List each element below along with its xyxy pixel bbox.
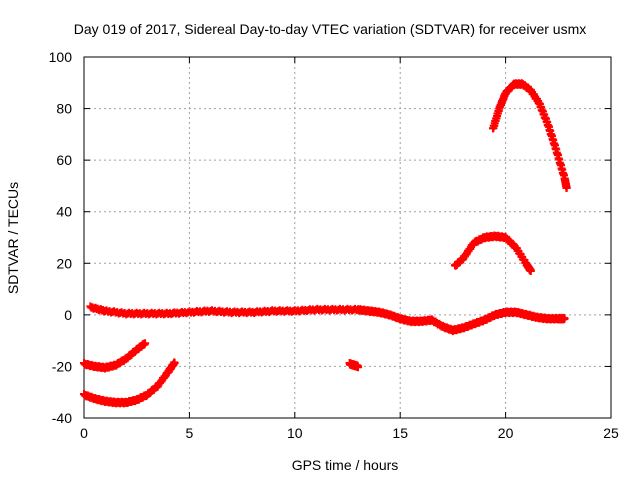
tick-labels: 0 5 10 15 20 25 -40 -20 0 20 40 60 80 100 [49,49,619,441]
y-tick-label: 40 [56,204,72,220]
chart-title: Day 019 of 2017, Sidereal Day-to-day VTE… [74,21,587,37]
y-axis-label: SDTVAR / TECUs [5,182,21,294]
series-arc-short [345,359,363,372]
tick-marks [83,56,612,419]
x-tick-label: 20 [498,425,514,441]
y-tick-label: 80 [56,101,72,117]
series-arc-low-1 [80,339,150,373]
series-arc-high [488,79,571,192]
data-point [141,339,150,348]
x-tick-label: 15 [392,425,408,441]
data-point [170,358,179,367]
y-tick-label: 20 [56,255,72,271]
data-point [560,314,569,323]
series-arc-main [86,302,569,336]
x-tick-label: 5 [186,425,194,441]
x-tick-label: 10 [287,425,303,441]
y-tick-label: 100 [49,49,73,65]
y-tick-label: 60 [56,152,72,168]
series-arc-mid [451,231,535,275]
data-point [354,363,363,372]
data-point [562,183,571,192]
data-point [526,266,535,275]
x-tick-label: 25 [603,425,619,441]
data-marks [80,79,571,408]
x-tick-label: 0 [80,425,88,441]
x-axis-label: GPS time / hours [292,457,399,473]
y-tick-label: -20 [52,358,72,374]
plot-frame [83,56,612,419]
series-arc-low-2 [80,358,179,408]
y-tick-label: 0 [64,307,72,323]
y-tick-label: -40 [52,410,72,426]
